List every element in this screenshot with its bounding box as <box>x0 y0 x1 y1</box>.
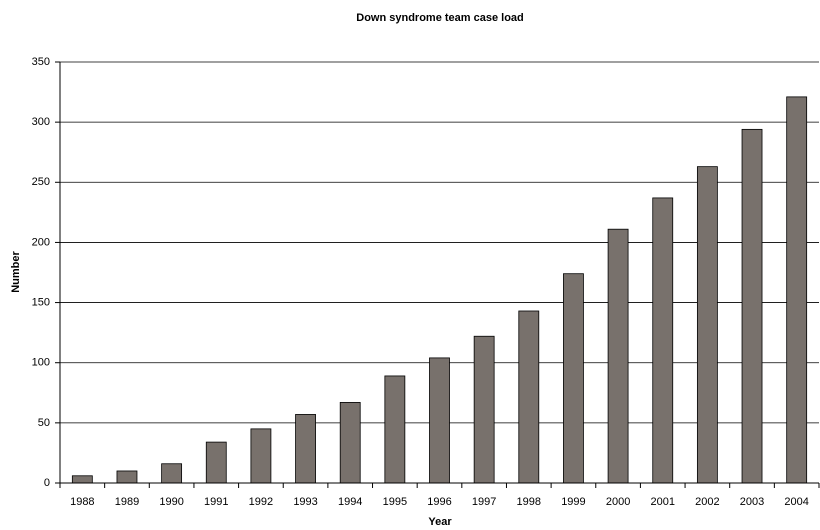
bar <box>71 475 93 484</box>
bar <box>696 166 718 484</box>
x-tick-label: 2004 <box>784 496 808 508</box>
bar <box>250 428 272 484</box>
bar <box>607 228 629 484</box>
x-tick-label: 2001 <box>650 496 674 508</box>
bar <box>384 375 406 484</box>
bar <box>563 273 584 484</box>
y-tick-label: 100 <box>32 357 50 369</box>
bar <box>339 402 361 484</box>
y-axis-label: Number <box>10 251 22 293</box>
bar <box>429 357 450 484</box>
x-tick-label: 2003 <box>740 496 764 508</box>
x-tick-label: 1993 <box>293 496 317 508</box>
x-tick-label: 1988 <box>70 496 94 508</box>
y-tick-label: 350 <box>32 56 50 68</box>
y-tick-label: 150 <box>32 296 50 308</box>
bar <box>473 335 495 484</box>
x-tick-label: 1989 <box>115 496 139 508</box>
x-tick-label: 1997 <box>472 496 496 508</box>
bar <box>652 197 674 484</box>
y-tick-label: 50 <box>38 417 50 429</box>
y-tick-label: 300 <box>32 116 50 128</box>
x-tick-label: 1994 <box>338 496 362 508</box>
y-tick-label: 0 <box>44 477 50 489</box>
bar <box>161 463 183 484</box>
bar <box>741 128 763 484</box>
x-tick-label: 1990 <box>159 496 183 508</box>
x-tick-label: 1991 <box>204 496 228 508</box>
y-tick-label: 250 <box>32 176 50 188</box>
x-tick-label: 1998 <box>517 496 541 508</box>
x-tick-label: 1999 <box>561 496 585 508</box>
y-tick-label: 200 <box>32 236 50 248</box>
bar <box>116 470 138 484</box>
bar <box>295 414 316 484</box>
chart-title: Down syndrome team case load <box>356 12 524 24</box>
x-tick-label: 2002 <box>695 496 719 508</box>
x-axis-label: Year <box>428 516 452 528</box>
x-tick-label: 1995 <box>383 496 407 508</box>
bar <box>518 310 540 484</box>
x-tick-label: 1996 <box>427 496 451 508</box>
bar <box>786 96 808 484</box>
bar <box>205 441 227 484</box>
x-tick-label: 2000 <box>606 496 630 508</box>
x-tick-label: 1992 <box>249 496 273 508</box>
